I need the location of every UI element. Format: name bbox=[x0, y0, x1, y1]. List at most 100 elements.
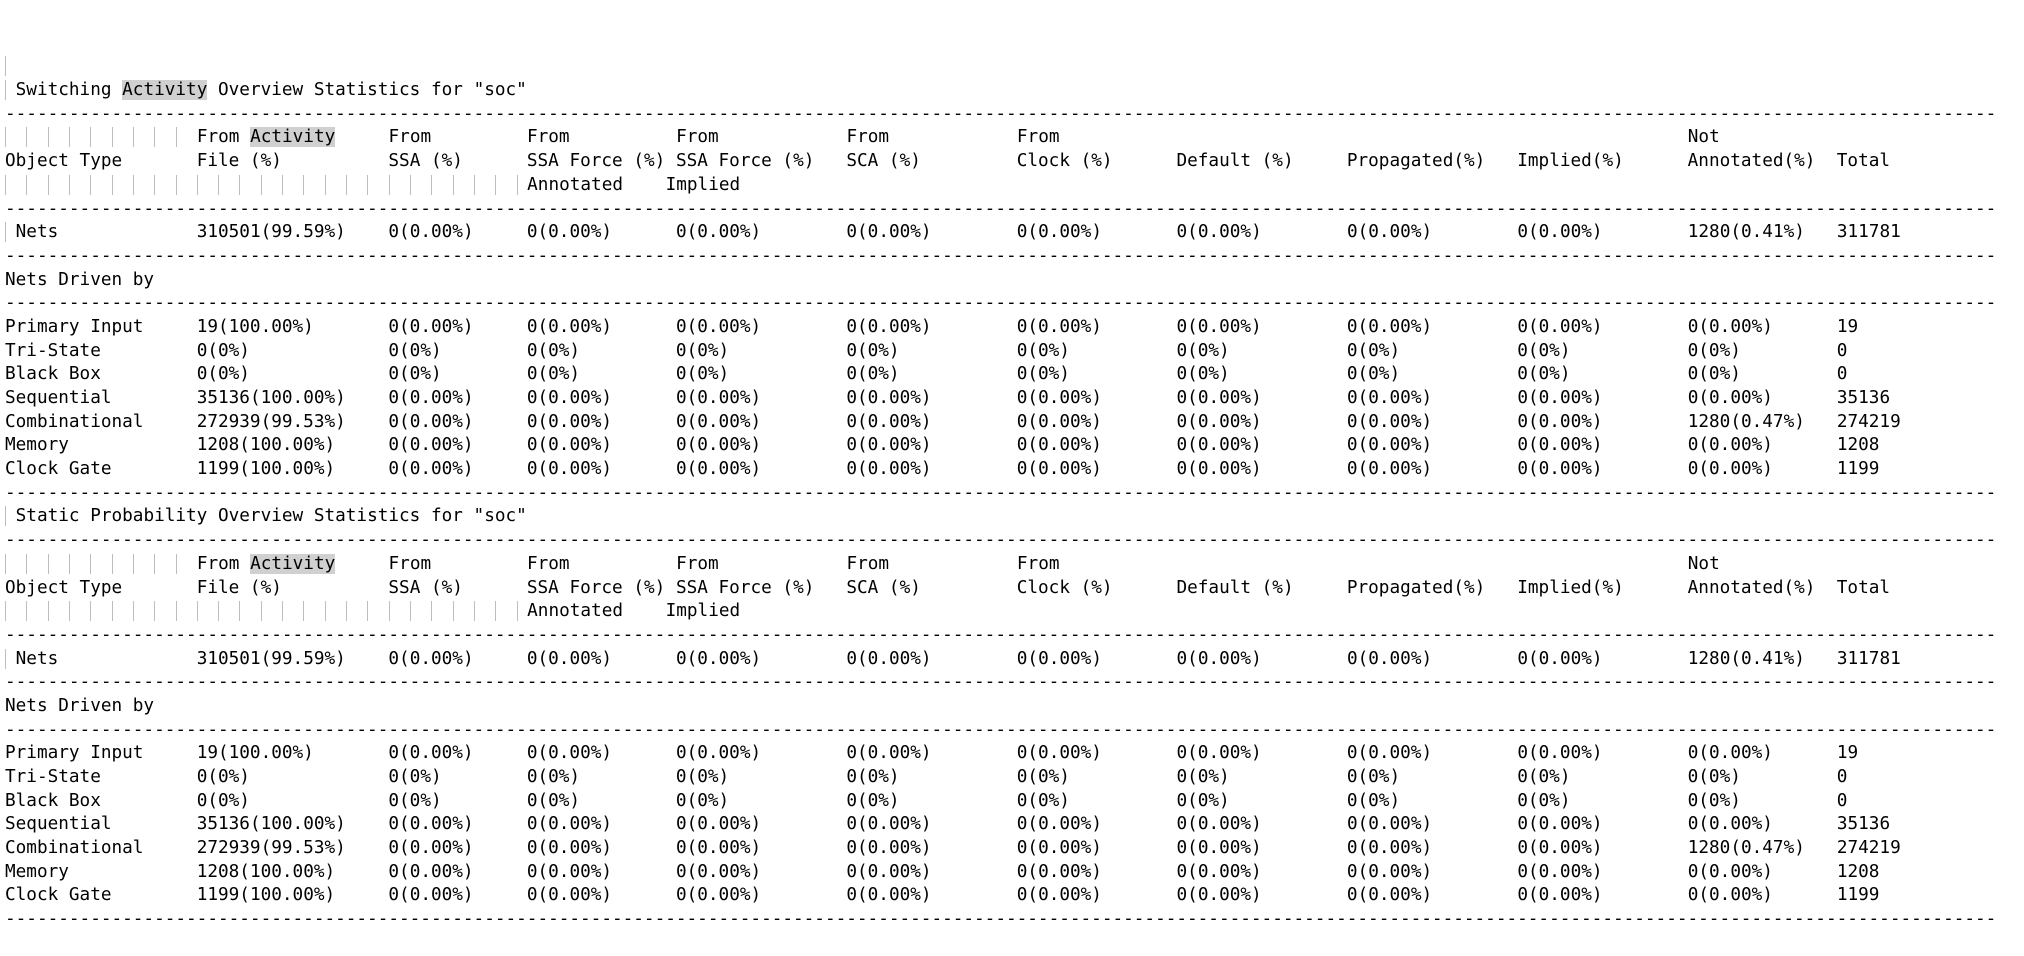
tab-guide bbox=[367, 601, 388, 621]
tab-guide bbox=[112, 175, 133, 195]
tab-guide bbox=[282, 601, 303, 621]
tab-guide bbox=[218, 175, 239, 195]
tab-guide bbox=[5, 601, 26, 621]
table-row: Memory 1208(100.00%) 0(0.00%) 0(0.00%) 0… bbox=[5, 861, 1880, 882]
tab-guide bbox=[154, 601, 175, 621]
tab-guide bbox=[154, 175, 175, 195]
separator-line: ----------------------------------------… bbox=[5, 672, 1997, 693]
tab-guide bbox=[239, 175, 260, 195]
header-row-from: From Activity From From From From From N… bbox=[5, 126, 2024, 150]
header-row-main: Object Type File (%) SSA (%) SSA Force (… bbox=[5, 151, 1891, 172]
tab-guide bbox=[5, 506, 16, 526]
tab-guide bbox=[5, 554, 26, 574]
separator-line: ----------------------------------------… bbox=[5, 482, 1997, 503]
header-row-from: From Activity From From From From From N… bbox=[5, 553, 2024, 577]
tab-guide bbox=[133, 127, 154, 147]
tab-guide bbox=[367, 175, 388, 195]
section-title: Switching Activity Overview Statistics f… bbox=[5, 79, 2024, 103]
tab-guide bbox=[5, 56, 16, 76]
separator-line: ----------------------------------------… bbox=[5, 530, 1997, 551]
report-text-viewer[interactable]: Switching Activity Overview Statistics f… bbox=[0, 0, 2024, 929]
table-row: Black Box 0(0%) 0(0%) 0(0%) 0(0%) 0(0%) … bbox=[5, 790, 1848, 811]
group-label: Nets Driven by bbox=[5, 269, 155, 290]
separator-line: ----------------------------------------… bbox=[5, 719, 1997, 740]
tab-guide bbox=[218, 601, 239, 621]
separator-line: ----------------------------------------… bbox=[5, 245, 1997, 266]
tab-guide bbox=[474, 175, 495, 195]
tab-guide bbox=[5, 80, 16, 100]
tab-guide bbox=[90, 554, 111, 574]
tab-guide bbox=[431, 175, 452, 195]
tab-guide bbox=[282, 175, 303, 195]
tab-guide bbox=[474, 601, 495, 621]
table-row: Primary Input 19(100.00%) 0(0.00%) 0(0.0… bbox=[5, 316, 1859, 337]
tab-guide bbox=[154, 127, 175, 147]
section-title: Static Probability Overview Statistics f… bbox=[5, 505, 2024, 529]
tab-guide bbox=[410, 601, 431, 621]
tab-guide bbox=[176, 127, 197, 147]
table-row: Clock Gate 1199(100.00%) 0(0.00%) 0(0.00… bbox=[5, 885, 1880, 906]
tab-guide bbox=[5, 127, 26, 147]
tab-guide bbox=[5, 175, 26, 195]
tab-guide bbox=[453, 601, 474, 621]
tab-guide bbox=[410, 175, 431, 195]
header-row-sub: Annotated Implied bbox=[5, 600, 2024, 624]
table-row: Tri-State 0(0%) 0(0%) 0(0%) 0(0%) 0(0%) … bbox=[5, 767, 1848, 788]
tab-guide bbox=[176, 554, 197, 574]
tab-guide bbox=[133, 554, 154, 574]
tab-guide bbox=[133, 175, 154, 195]
tab-guide bbox=[69, 601, 90, 621]
tab-guide bbox=[431, 601, 452, 621]
nets-summary-row: Nets 310501(99.59%) 0(0.00%) 0(0.00%) 0(… bbox=[5, 648, 2024, 672]
table-row: Combinational 272939(99.53%) 0(0.00%) 0(… bbox=[5, 411, 1901, 432]
table-row: Primary Input 19(100.00%) 0(0.00%) 0(0.0… bbox=[5, 743, 1859, 764]
tab-guide bbox=[112, 127, 133, 147]
search-highlight: Activity bbox=[250, 127, 336, 148]
tab-guide bbox=[495, 601, 516, 621]
tab-guide bbox=[48, 554, 69, 574]
tab-guide bbox=[517, 175, 528, 195]
separator-line: ----------------------------------------… bbox=[5, 909, 1997, 930]
tab-guide bbox=[154, 554, 175, 574]
tab-guide bbox=[517, 601, 528, 621]
tab-guide bbox=[48, 601, 69, 621]
tab-guide bbox=[69, 175, 90, 195]
tab-guide bbox=[26, 175, 47, 195]
separator-line: ----------------------------------------… bbox=[5, 624, 1997, 645]
tab-guide bbox=[26, 554, 47, 574]
tab-guide bbox=[389, 175, 410, 195]
tab-guide bbox=[48, 127, 69, 147]
tab-guide bbox=[26, 127, 47, 147]
tab-guide bbox=[346, 601, 367, 621]
nets-summary-row: Nets 310501(99.59%) 0(0.00%) 0(0.00%) 0(… bbox=[5, 221, 2024, 245]
table-row: Memory 1208(100.00%) 0(0.00%) 0(0.00%) 0… bbox=[5, 435, 1880, 456]
search-highlight: Activity bbox=[250, 553, 336, 574]
blank-line bbox=[5, 55, 2024, 79]
tab-guide bbox=[48, 175, 69, 195]
table-row: Sequential 35136(100.00%) 0(0.00%) 0(0.0… bbox=[5, 388, 1891, 409]
tab-guide bbox=[303, 175, 324, 195]
separator-line: ----------------------------------------… bbox=[5, 293, 1997, 314]
separator-line: ----------------------------------------… bbox=[5, 198, 1997, 219]
tab-guide bbox=[303, 601, 324, 621]
table-row: Black Box 0(0%) 0(0%) 0(0%) 0(0%) 0(0%) … bbox=[5, 364, 1848, 385]
tab-guide bbox=[112, 601, 133, 621]
table-row: Clock Gate 1199(100.00%) 0(0.00%) 0(0.00… bbox=[5, 459, 1880, 480]
tab-guide bbox=[197, 601, 218, 621]
table-row: Sequential 35136(100.00%) 0(0.00%) 0(0.0… bbox=[5, 814, 1891, 835]
table-row: Tri-State 0(0%) 0(0%) 0(0%) 0(0%) 0(0%) … bbox=[5, 340, 1848, 361]
separator-line: ----------------------------------------… bbox=[5, 103, 1997, 124]
tab-guide bbox=[261, 601, 282, 621]
search-highlight: Activity bbox=[122, 80, 208, 101]
report-content: Switching Activity Overview Statistics f… bbox=[5, 55, 2024, 931]
tab-guide bbox=[90, 127, 111, 147]
tab-guide bbox=[325, 601, 346, 621]
header-row-sub: Annotated Implied bbox=[5, 174, 2024, 198]
tab-guide bbox=[90, 601, 111, 621]
tab-guide bbox=[239, 601, 260, 621]
tab-guide bbox=[112, 554, 133, 574]
tab-guide bbox=[176, 601, 197, 621]
tab-guide bbox=[389, 601, 410, 621]
tab-guide bbox=[69, 554, 90, 574]
header-row-main: Object Type File (%) SSA (%) SSA Force (… bbox=[5, 577, 1891, 598]
